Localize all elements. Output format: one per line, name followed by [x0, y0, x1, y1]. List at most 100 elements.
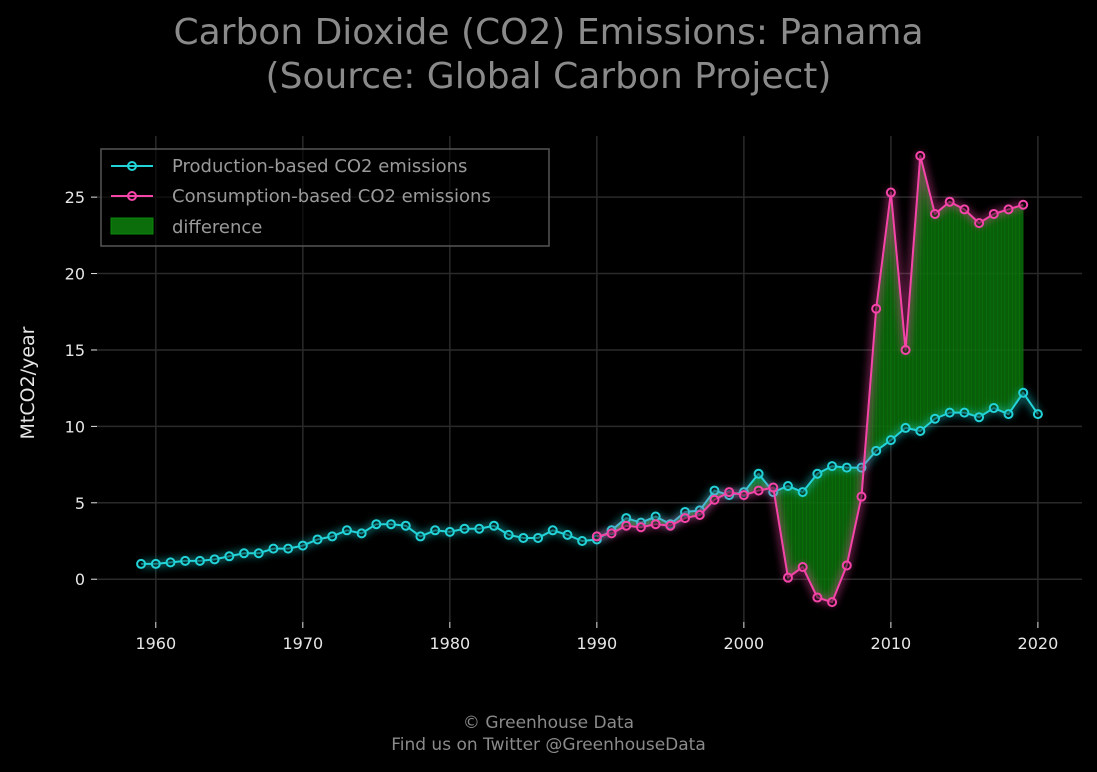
- production-point: [533, 532, 544, 543]
- consumption-point: [709, 494, 720, 505]
- production-point: [929, 413, 940, 424]
- consumption-point: [797, 561, 808, 572]
- production-point: [400, 520, 411, 531]
- production-point: [136, 558, 147, 569]
- consumption-point: [724, 487, 735, 498]
- x-tick-label: 1970: [282, 634, 323, 653]
- consumption-point: [885, 187, 896, 198]
- production-point: [577, 536, 588, 546]
- consumption-point: [753, 485, 764, 496]
- legend: Production-based CO2 emissions Consumpti…: [100, 148, 550, 247]
- production-point: [871, 445, 882, 456]
- consumption-point: [827, 597, 838, 608]
- legend-consumption-marker: [127, 191, 137, 201]
- production-point: [165, 557, 176, 568]
- x-tick-label: 2020: [1018, 634, 1059, 653]
- consumption-point: [871, 303, 882, 314]
- production-point: [297, 540, 308, 551]
- consumption-point: [621, 520, 632, 531]
- x-tick-label: 2000: [724, 634, 765, 653]
- chart-title-line1: Carbon Dioxide (CO2) Emissions: Panama: [173, 12, 924, 53]
- production-point: [268, 543, 279, 554]
- consumption-point: [606, 528, 617, 539]
- production-point: [885, 435, 896, 446]
- consumption-point: [591, 531, 602, 542]
- production-point: [312, 534, 323, 545]
- production-point: [371, 519, 382, 530]
- consumption-point: [694, 510, 705, 521]
- production-point: [827, 461, 838, 472]
- production-point: [974, 412, 985, 423]
- y-tick-label: 0: [75, 570, 85, 589]
- production-point: [944, 407, 955, 418]
- consumption-point: [738, 490, 749, 501]
- production-point: [915, 425, 926, 436]
- production-point: [356, 528, 367, 539]
- consumption-line: [596, 154, 1024, 604]
- legend-consumption-label: Consumption-based CO2 emissions: [172, 186, 491, 207]
- consumption-point: [680, 513, 691, 524]
- legend-production-label: Production-based CO2 emissions: [172, 156, 467, 177]
- legend-difference-swatch: [110, 217, 154, 235]
- axis-ticks: 1960 1970 1980 1990 2000 2010 2020 0 5 10 15 20 25: [65, 188, 1059, 653]
- production-point: [1018, 387, 1029, 398]
- consumption-point: [635, 522, 646, 533]
- production-point: [959, 407, 970, 418]
- consumption-point: [944, 196, 955, 207]
- production-point: [194, 555, 205, 566]
- production-point: [812, 468, 823, 479]
- consumption-point: [782, 572, 793, 583]
- production-point: [1003, 409, 1014, 420]
- production-point: [782, 480, 793, 491]
- production-point: [797, 487, 808, 498]
- production-point: [180, 555, 191, 566]
- production-point: [841, 462, 852, 473]
- consumption-point: [812, 592, 823, 603]
- production-point: [386, 519, 397, 530]
- production-point: [239, 548, 250, 559]
- production-point: [253, 548, 264, 559]
- production-point: [474, 523, 485, 534]
- production-point: [444, 526, 455, 537]
- x-tick-label: 1990: [576, 634, 617, 653]
- consumption-point: [929, 208, 940, 219]
- consumption-point: [856, 491, 867, 502]
- legend-difference-label: difference: [172, 217, 262, 238]
- production-line: [141, 391, 1039, 565]
- consumption-point: [650, 519, 661, 530]
- production-point: [709, 485, 720, 496]
- x-tick-label: 1980: [429, 634, 470, 653]
- production-point: [1032, 409, 1043, 420]
- production-point: [988, 403, 999, 414]
- consumption-point: [1003, 204, 1014, 215]
- production-point: [547, 525, 558, 536]
- production-point: [327, 531, 338, 542]
- difference-fill: [596, 155, 1024, 603]
- chart-title-line2: (Source: Global Carbon Project): [265, 56, 832, 97]
- production-point: [753, 468, 764, 479]
- consumption-point: [841, 560, 852, 571]
- consumption-point: [988, 208, 999, 219]
- consumption-point: [900, 344, 911, 355]
- y-tick-label: 20: [65, 265, 85, 284]
- production-point: [900, 422, 911, 433]
- y-tick-label: 5: [75, 494, 85, 513]
- consumption-point: [665, 520, 676, 531]
- production-point: [283, 543, 294, 554]
- x-tick-label: 1960: [135, 634, 176, 653]
- footer-copyright: © Greenhouse Data: [462, 713, 635, 733]
- legend-box: [100, 148, 550, 247]
- y-tick-label: 10: [65, 417, 85, 436]
- consumption-point: [1018, 199, 1029, 210]
- consumption-point: [768, 482, 779, 493]
- y-tick-label: 25: [65, 188, 85, 207]
- x-tick-label: 2010: [871, 634, 912, 653]
- footer-twitter: Find us on Twitter @GreenhouseData: [391, 735, 706, 755]
- y-tick-label: 15: [65, 341, 85, 360]
- consumption-point: [915, 150, 926, 161]
- consumption-point: [974, 218, 985, 229]
- production-point: [209, 554, 220, 565]
- production-point: [488, 520, 499, 531]
- y-axis-label: MtCO2/year: [17, 326, 39, 439]
